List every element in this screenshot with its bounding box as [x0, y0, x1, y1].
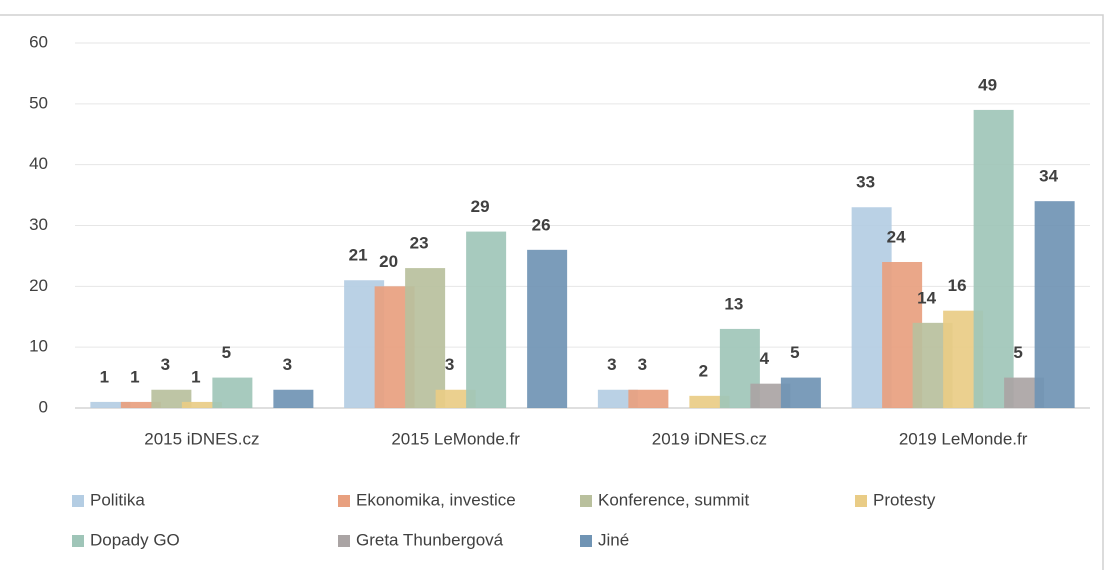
data-label: 1 — [130, 367, 139, 386]
legend-swatch — [72, 495, 84, 507]
data-label: 5 — [790, 343, 799, 362]
bar — [120, 401, 161, 408]
legend-swatch — [580, 535, 592, 547]
legend-label: Ekonomika, investice — [356, 490, 516, 509]
data-label: 5 — [222, 343, 231, 362]
y-tick-label: 50 — [29, 93, 48, 112]
y-tick-label: 20 — [29, 276, 48, 295]
x-tick-label: 2015 iDNES.cz — [144, 429, 259, 448]
data-label: 3 — [638, 355, 647, 374]
x-tick-label: 2019 iDNES.cz — [652, 429, 767, 448]
data-label: 23 — [410, 234, 429, 253]
bar — [628, 389, 669, 408]
legend-swatch — [338, 535, 350, 547]
data-label: 26 — [532, 215, 551, 234]
data-label: 3 — [445, 355, 454, 374]
bar — [1034, 201, 1075, 408]
data-label: 24 — [887, 227, 906, 246]
data-label: 3 — [607, 355, 616, 374]
legend-label: Greta Thunbergová — [356, 530, 504, 549]
bar — [466, 231, 507, 408]
bar — [597, 389, 638, 408]
bar — [151, 389, 192, 408]
y-tick-label: 10 — [29, 337, 48, 356]
data-label: 29 — [471, 197, 490, 216]
data-label: 3 — [283, 355, 292, 374]
data-label: 34 — [1039, 167, 1058, 186]
data-label: 49 — [978, 75, 997, 94]
bar — [780, 377, 821, 408]
bar — [435, 389, 476, 408]
legend-swatch — [580, 495, 592, 507]
bar — [527, 249, 568, 408]
bar — [212, 377, 253, 408]
x-tick-label: 2019 LeMonde.fr — [899, 429, 1028, 448]
data-label: 2 — [699, 361, 708, 380]
data-label: 14 — [917, 288, 936, 307]
data-label: 1 — [100, 367, 109, 386]
bar — [973, 109, 1014, 409]
chart-border — [0, 14, 1104, 570]
legend-label: Jiné — [598, 530, 629, 549]
data-label: 4 — [760, 349, 770, 368]
bar — [405, 268, 446, 408]
bar — [181, 401, 222, 408]
data-label: 5 — [1013, 343, 1022, 362]
legend-swatch — [338, 495, 350, 507]
y-tick-label: 40 — [29, 154, 48, 173]
legend-swatch — [72, 535, 84, 547]
bar — [90, 401, 131, 408]
legend-label: Dopady GO — [90, 530, 180, 549]
legend-label: Politika — [90, 490, 145, 509]
data-label: 1 — [191, 367, 200, 386]
legend-label: Protesty — [873, 490, 936, 509]
y-tick-label: 30 — [29, 215, 48, 234]
data-label: 3 — [161, 355, 170, 374]
y-tick-label: 60 — [29, 32, 48, 51]
legend-swatch — [855, 495, 867, 507]
data-label: 20 — [379, 252, 398, 271]
data-label: 16 — [948, 276, 967, 295]
data-label: 33 — [856, 173, 875, 192]
x-tick-label: 2015 LeMonde.fr — [391, 429, 520, 448]
bar — [273, 389, 314, 408]
legend-label: Konference, summit — [598, 490, 749, 509]
data-label: 21 — [349, 246, 368, 265]
bar — [689, 395, 730, 408]
y-tick-label: 0 — [39, 397, 48, 416]
data-label: 13 — [724, 294, 743, 313]
